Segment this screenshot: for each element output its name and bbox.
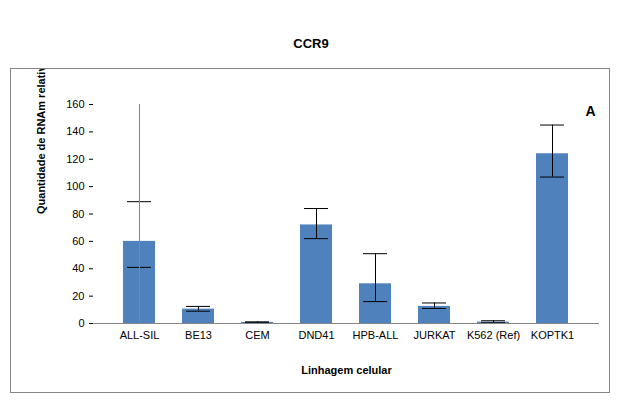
svg-text:140: 140 [66, 125, 84, 137]
svg-text:JURKAT: JURKAT [414, 329, 456, 341]
svg-text:CEM: CEM [245, 329, 269, 341]
svg-text:160: 160 [66, 98, 84, 110]
svg-text:KOPTK1: KOPTK1 [531, 329, 574, 341]
svg-text:0: 0 [78, 317, 84, 329]
svg-text:Quantidade de RNAm relativa: Quantidade de RNAm relativa [35, 69, 47, 214]
svg-text:K562 (Ref): K562 (Ref) [467, 329, 520, 341]
svg-text:60: 60 [72, 235, 84, 247]
svg-text:100: 100 [66, 180, 84, 192]
svg-text:HPB-ALL: HPB-ALL [353, 329, 399, 341]
svg-text:20: 20 [72, 290, 84, 302]
svg-text:40: 40 [72, 262, 84, 274]
svg-text:Linhagem celular: Linhagem celular [301, 364, 392, 376]
svg-text:120: 120 [66, 153, 84, 165]
svg-text:DND41: DND41 [298, 329, 334, 341]
svg-text:ALL-SIL: ALL-SIL [120, 329, 160, 341]
svg-text:A: A [585, 103, 595, 119]
svg-text:BE13: BE13 [185, 329, 212, 341]
html-text:CCR9: CCR9 [293, 36, 329, 51]
svg-text:80: 80 [72, 208, 84, 220]
